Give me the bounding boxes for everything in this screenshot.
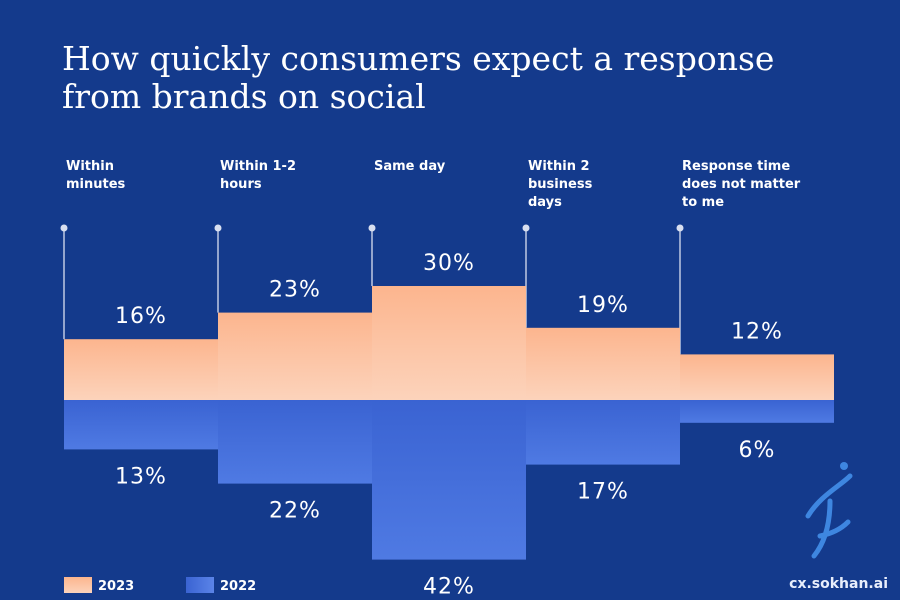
category-label: Within minutes — [66, 159, 126, 192]
bar-2023 — [680, 354, 834, 400]
bar-2023 — [64, 339, 218, 400]
bar-2023 — [218, 312, 372, 400]
category-stem-dot — [60, 224, 68, 232]
chart-title: How quickly consumers expect a response … — [62, 39, 775, 116]
category-stem-dot — [522, 224, 530, 232]
legend-label: 2023 — [98, 579, 134, 594]
bar-2023 — [526, 327, 680, 400]
bar-2022 — [64, 400, 218, 450]
value-label-2023: 19% — [577, 293, 629, 318]
category-stem-dot — [214, 224, 222, 232]
value-labels: 16% 13% 23% 22% 30% 42% 19% 17% 12% 6% — [115, 251, 783, 600]
bar-2022 — [526, 400, 680, 465]
category-label: Same day — [374, 159, 446, 174]
value-label-2022: 22% — [269, 499, 321, 524]
bar-2022 — [372, 400, 526, 560]
brand-logo-icon — [805, 462, 853, 559]
value-label-2022: 13% — [115, 464, 167, 489]
category-stem-dot — [368, 224, 376, 232]
bars — [64, 286, 834, 560]
legend: 2023 2022 — [64, 577, 256, 594]
legend-swatch — [186, 577, 214, 593]
value-label-2022: 42% — [423, 575, 475, 600]
category-label: Within 2 business days — [528, 159, 593, 210]
value-label-2023: 16% — [115, 304, 167, 329]
bar-2022 — [218, 400, 372, 484]
brand-url: cx.sokhan.ai — [789, 576, 888, 592]
value-label-2022: 17% — [577, 480, 629, 505]
category-label: Within 1-2 hours — [220, 159, 296, 192]
category-stem-dot — [676, 224, 684, 232]
category-label: Response time does not matter to me — [682, 159, 801, 210]
bar-2022 — [680, 400, 834, 423]
category-labels: Within minutes Within 1-2 hours Same day With… — [66, 159, 801, 210]
value-label-2022: 6% — [739, 438, 776, 463]
value-label-2023: 23% — [269, 278, 321, 303]
legend-swatch — [64, 577, 92, 593]
bar-2023 — [372, 286, 526, 400]
legend-label: 2022 — [220, 579, 256, 594]
value-label-2023: 12% — [731, 319, 783, 344]
value-label-2023: 30% — [423, 251, 475, 276]
